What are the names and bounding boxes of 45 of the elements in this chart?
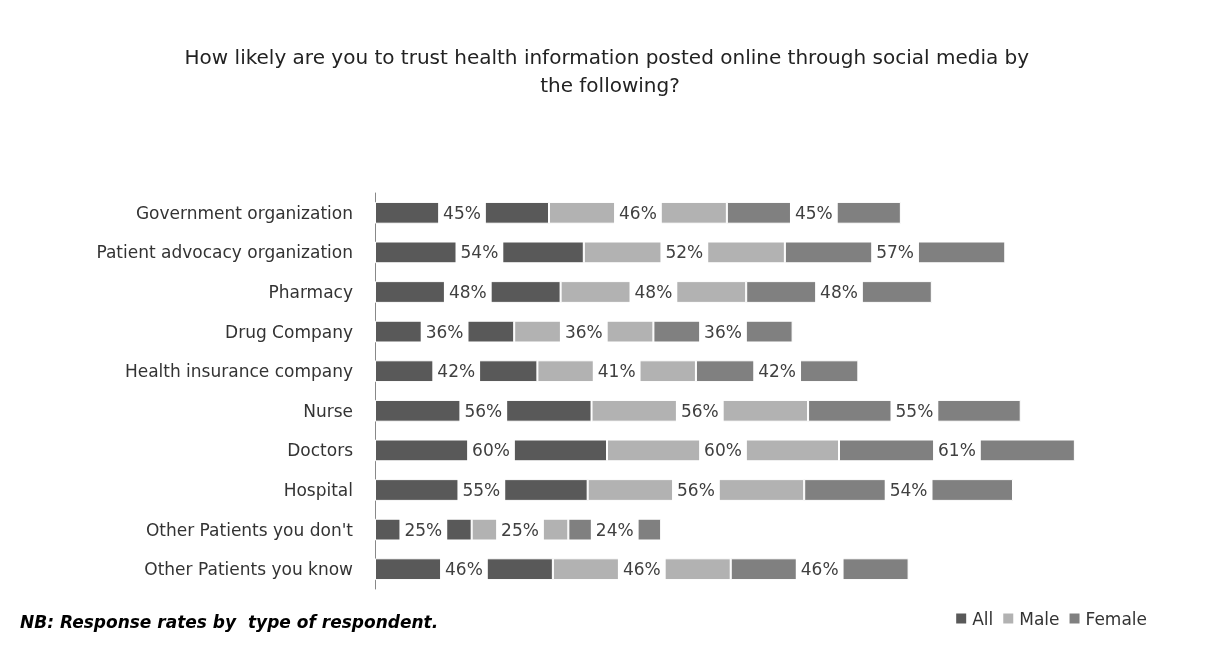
y-tick-label: Doctors: [287, 440, 354, 461]
data-label: 61%: [938, 440, 976, 461]
y-tick-label: Patient advocacy organization: [96, 242, 353, 263]
data-label: 57%: [876, 242, 914, 263]
y-tick-label: Nurse: [303, 400, 353, 421]
data-label: 56%: [680, 400, 719, 421]
y-tick-label: Health insurance company: [124, 361, 353, 382]
data-label: 55%: [462, 480, 501, 500]
data-label: 25%: [501, 519, 539, 540]
legend-label: All: [972, 608, 994, 629]
data-label: 46%: [622, 559, 661, 580]
data-label: 46%: [445, 559, 483, 580]
legend-label: Male: [1019, 608, 1060, 629]
data-label: 54%: [460, 242, 499, 263]
data-label: 48%: [820, 282, 858, 302]
data-label: 48%: [448, 282, 487, 302]
data-label: 55%: [895, 400, 934, 421]
data-label: 60%: [472, 440, 510, 461]
y-tick-label: Pharmacy: [268, 282, 353, 302]
y-tick-label: Hospital: [283, 480, 353, 500]
data-label: 42%: [437, 361, 476, 382]
chart-title: How likely are you to trust health information posted online through social media by the following?: [184, 45, 1036, 97]
data-label: 60%: [704, 440, 742, 461]
data-label: 54%: [889, 480, 928, 500]
y-tick-label: Government organization: [135, 202, 353, 223]
data-label: 48%: [634, 282, 673, 302]
data-label: 56%: [677, 480, 715, 500]
y-tick-label: Drug Company: [225, 321, 353, 342]
text: NB: Response rates by type of respondent.: [20, 611, 439, 632]
data-label: 24%: [595, 519, 634, 540]
y-tick-label: Other Patients you know: [144, 559, 354, 580]
data-label: 45%: [443, 202, 481, 223]
data-label: 36%: [564, 321, 603, 342]
data-label: 36%: [425, 321, 464, 342]
legend-label: Female: [1085, 608, 1147, 629]
data-label: 45%: [794, 202, 833, 223]
data-label: 41%: [597, 361, 636, 382]
data-label: 42%: [758, 361, 797, 382]
data-label: 25%: [404, 519, 443, 540]
data-label: 46%: [800, 559, 839, 580]
data-label: 46%: [619, 202, 657, 223]
data-label: 52%: [665, 242, 704, 263]
data-label: 56%: [464, 400, 503, 421]
y-tick-label: Other Patients you don't: [145, 519, 354, 540]
data-label: 36%: [704, 321, 742, 342]
